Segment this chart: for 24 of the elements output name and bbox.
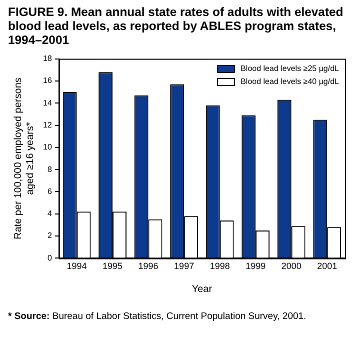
y-tick-label: 0 (47, 253, 52, 262)
text: Blood lead levels ≥40 µg/dL (240, 76, 339, 88)
x-tick-label: 2001 (317, 261, 338, 272)
y-tick-label: 18 (42, 54, 52, 64)
x-tick-label: 1994 (66, 261, 87, 272)
legend-label: Blood lead levels ≥25 µg/dL (240, 63, 339, 76)
x-tick-label: 1999 (246, 261, 266, 272)
y-tick-label: 2 (47, 231, 52, 240)
text: * Source: Bureau of Labor Statistics, Current Population Survey, 2001. (8, 311, 308, 322)
x-tick-label: 2000 (281, 261, 302, 272)
y-tick-label: 8 (47, 164, 52, 174)
y-axis-title: Rate per 100,000 employed persons aged ≥16 years* (12, 78, 36, 240)
y-tick-label: 14 (42, 98, 52, 108)
y-tick-label: 4 (47, 209, 52, 218)
x-tick-label: 1998 (210, 261, 230, 272)
y-tick-label: 6 (47, 186, 52, 196)
y-tick-label: 12 (42, 120, 52, 130)
y-tick-label: 10 (42, 142, 52, 152)
y-tick-label: 16 (42, 76, 52, 86)
x-tick-label: 1996 (138, 261, 158, 272)
chart-title: FIGURE 9. Mean annual state rates of adults with elevated blood lead levels, as reported by ABLES program states, 1994–2001 (8, 5, 344, 47)
x-tick-label: 1995 (102, 261, 123, 272)
x-axis-title: Year (192, 284, 213, 295)
x-tick-label: 1997 (174, 261, 194, 272)
